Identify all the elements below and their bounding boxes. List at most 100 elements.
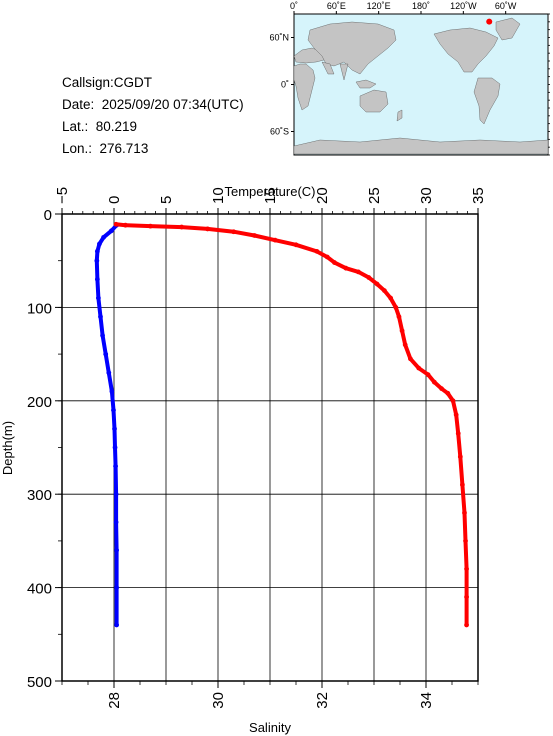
- temperature-point: [464, 566, 469, 572]
- salinity-point: [109, 389, 115, 394]
- plot-frame: [61, 213, 479, 682]
- temperature-tick-label: 30: [418, 187, 435, 204]
- map-lon-tick-label: 120˚W: [450, 1, 477, 11]
- salinity-point: [101, 234, 106, 240]
- depth-tick-label: 300: [27, 487, 52, 504]
- temperature-point: [463, 538, 468, 544]
- station-marker: [486, 18, 493, 25]
- temperature-point: [374, 281, 380, 287]
- temperature-axis-label: Temperature(C): [224, 184, 315, 199]
- temperature-axis: −5 0 5 10 15 20 25 30 35: [54, 187, 487, 214]
- temperature-point: [293, 242, 299, 248]
- date-text: Date: 2025/09/20 07:34(UTC): [62, 97, 244, 112]
- chart-series: [94, 221, 469, 628]
- salinity-point: [113, 463, 118, 469]
- temperature-point: [445, 390, 451, 396]
- temperature-point: [462, 510, 467, 516]
- map-lat-tick-label: 60˚N: [269, 33, 289, 43]
- temperature-point: [431, 379, 437, 385]
- temperature-point: [356, 269, 361, 275]
- temperature-point: [450, 398, 456, 404]
- depth-tick-label: 200: [27, 394, 52, 411]
- temperature-tick-label: −5: [54, 187, 71, 204]
- temperature-point: [399, 328, 405, 334]
- salinity-point: [114, 547, 119, 553]
- temperature-tick-label: 0: [106, 196, 123, 204]
- temperature-tick-label: 15: [262, 187, 279, 204]
- salinity-point: [111, 407, 116, 413]
- temperature-point: [113, 221, 119, 227]
- map-lon-tick-label: 60˚W: [495, 1, 517, 11]
- salinity-tick-label: 30: [210, 692, 227, 709]
- salinity-point: [94, 258, 100, 264]
- temperature-line: [114, 222, 469, 627]
- salinity-point: [114, 585, 119, 590]
- temperature-point: [231, 229, 237, 235]
- temperature-point: [425, 372, 431, 378]
- temperature-tick-label: 5: [158, 196, 175, 204]
- temperature-point: [457, 454, 463, 460]
- map-lon-tick-label: 120˚E: [367, 1, 391, 11]
- temperature-tick-label: 35: [470, 187, 487, 204]
- salinity-point: [109, 228, 114, 234]
- salinity-axis: 28 30 32 34: [61, 681, 479, 709]
- map-lon-ticks: 0˚ 60˚E 120˚E 180˚ 120˚W 60˚W: [290, 1, 517, 14]
- salinity-point: [100, 333, 105, 338]
- depth-tick-label: 100: [27, 300, 52, 317]
- map-lon-tick-label: 0˚: [290, 1, 298, 11]
- salinity-tick-label: 34: [418, 692, 435, 709]
- salinity-point: [96, 295, 101, 301]
- temperature-point: [388, 295, 394, 301]
- salinity-point: [114, 222, 119, 228]
- map-land: [293, 17, 549, 155]
- temperature-point: [343, 265, 349, 271]
- temperature-point: [464, 594, 469, 600]
- depth-tick-label: 400: [27, 581, 52, 598]
- temperature-point: [179, 224, 185, 230]
- salinity-point: [103, 351, 109, 357]
- salinity-point: [98, 314, 103, 320]
- salinity-point: [94, 276, 100, 282]
- temperature-point: [272, 237, 278, 243]
- map-lat-ticks: 60˚N 0˚ 60˚S: [269, 13, 550, 156]
- temperature-point: [455, 431, 461, 436]
- map-lat-tick-label: 60˚S: [270, 127, 289, 137]
- temperature-point: [460, 482, 465, 488]
- salinity-point: [94, 248, 100, 254]
- temperature-tick-label: 20: [314, 187, 331, 204]
- temperature-point: [393, 305, 399, 310]
- temperature-point: [366, 275, 372, 280]
- salinity-point: [112, 426, 117, 432]
- temperature-point: [453, 412, 459, 418]
- station-info: Callsign:CGDT Date: 2025/09/20 07:34(UTC…: [62, 72, 244, 160]
- temperature-point: [314, 248, 320, 254]
- salinity-tick-label: 32: [314, 692, 331, 709]
- temperature-point: [439, 386, 444, 392]
- salinity-line: [94, 223, 119, 627]
- temperature-point: [332, 260, 337, 265]
- salinity-tick-label: 28: [106, 692, 123, 709]
- salinity-point: [114, 622, 119, 628]
- longitude-text: Lon.: 276.713: [62, 141, 149, 156]
- temperature-point: [416, 365, 422, 371]
- depth-axis-label: Depth(m): [0, 421, 15, 475]
- callsign-text: Callsign:CGDT: [62, 75, 153, 90]
- temperature-point: [402, 342, 408, 348]
- temperature-point: [252, 233, 257, 238]
- salinity-axis-label: Salinity: [249, 720, 291, 735]
- map-lon-tick-label: 60˚E: [327, 1, 346, 11]
- temperature-tick-label: 25: [366, 187, 383, 204]
- temperature-point: [396, 314, 402, 320]
- temperature-point: [123, 222, 128, 228]
- temperature-point: [382, 288, 387, 293]
- temperature-point: [464, 622, 469, 628]
- temperature-tick-label: 10: [210, 187, 227, 204]
- temperature-point: [324, 254, 330, 260]
- temperature-point: [148, 223, 153, 229]
- map-lat-tick-label: 0˚: [281, 80, 289, 90]
- temperature-point: [408, 356, 413, 362]
- depth-axis: 0 100 200 300 400 500: [27, 207, 62, 691]
- temperature-point: [205, 226, 211, 232]
- chart-grid: [62, 214, 478, 681]
- salinity-point: [113, 491, 119, 497]
